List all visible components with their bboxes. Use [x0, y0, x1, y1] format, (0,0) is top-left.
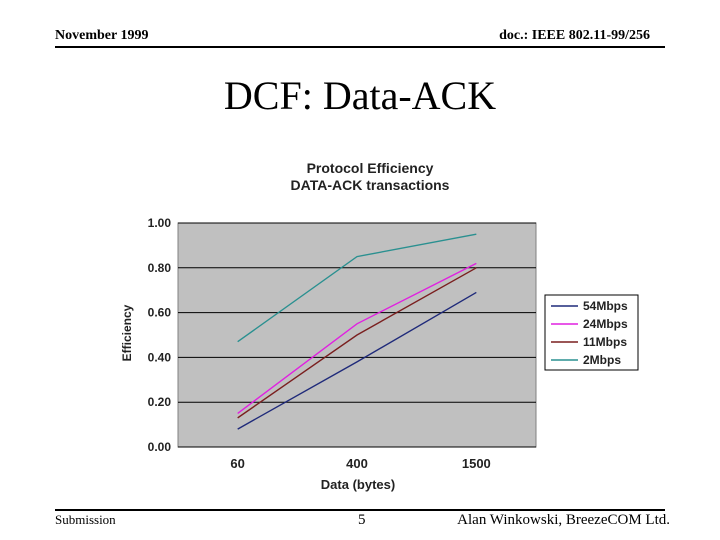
legend-label: 54Mbps [583, 299, 628, 313]
header-rule [55, 46, 665, 48]
footer-submission: Submission [55, 512, 116, 527]
footer-rule [55, 509, 665, 511]
chart-subtitle: DATA-ACK transactions [291, 177, 450, 193]
footer-page-number: 5 [358, 512, 366, 528]
legend-box [544, 294, 639, 371]
y-axis-label: Efficiency [120, 304, 134, 361]
x-tick-labels: 60 400 1500 [230, 456, 490, 471]
legend-label: 2Mbps [583, 353, 621, 367]
x-tick-label: 400 [346, 456, 368, 471]
header-doc-id: doc.: IEEE 802.11-99/256 [499, 28, 650, 43]
legend: 54Mbps 24Mbps 11Mbps 2Mbps [551, 299, 628, 367]
series-line-24mbps [237, 262, 477, 414]
x-tick-label: 60 [230, 456, 244, 471]
gridlines [178, 222, 536, 448]
y-tick-label: 1.00 [148, 216, 172, 230]
header-date: November 1999 [55, 28, 149, 43]
y-tick-label: 0.60 [148, 306, 172, 320]
series-line-11mbps [237, 267, 477, 419]
x-tick-label: 1500 [462, 456, 491, 471]
legend-label: 24Mbps [583, 317, 628, 331]
chart-title: Protocol Efficiency [307, 160, 434, 176]
slide-title: DCF: Data-ACK [223, 73, 497, 118]
x-axis-label: Data (bytes) [321, 477, 395, 492]
footer-author: Alan Winkowski, BreezeCOM Ltd. [457, 512, 670, 528]
y-tick-label: 0.00 [148, 440, 172, 454]
y-tick-label: 0.80 [148, 261, 172, 275]
y-tick-labels: 0.00 0.20 0.40 0.60 0.80 1.00 [148, 216, 172, 454]
series-line-2mbps [237, 233, 477, 343]
legend-label: 11Mbps [583, 335, 627, 349]
series-lines [237, 233, 477, 430]
series-line-54mbps [237, 291, 477, 430]
y-tick-label: 0.20 [148, 395, 172, 409]
y-tick-label: 0.40 [148, 350, 172, 364]
